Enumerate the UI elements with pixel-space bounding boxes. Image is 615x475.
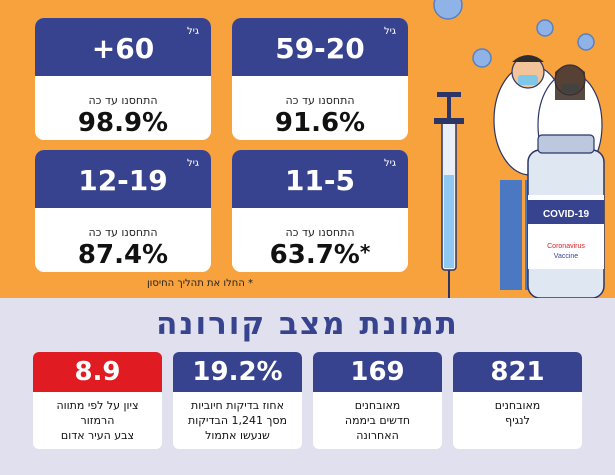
card-unit: גיל: [383, 158, 396, 169]
vial-label: COVID-19: [543, 209, 590, 220]
footnote: * החלו את תהליך החיסון: [146, 278, 254, 289]
stat-new-cases: 169 מאובחנים חדשים ביממה האחרונה: [313, 352, 442, 449]
stat-description: מאובחנים חדשים ביממה האחרונה: [344, 399, 411, 442]
asterisk: *: [359, 240, 371, 264]
card-vaccinated-label: התחסנו עד כה: [88, 226, 158, 239]
card-percent: 98.9%: [77, 108, 169, 138]
card-age: 59-20: [275, 32, 365, 65]
virus-icon: [433, 0, 595, 68]
stat-positive-rate: 19.2% אחוז בדיקות חיוביות מסך 1,241 הבדי…: [173, 352, 302, 449]
stat-value: 19.2%: [192, 357, 283, 387]
card-percent: 91.6%: [274, 108, 366, 138]
stat-description: מאובחנים לנגיף: [494, 399, 541, 427]
vial-sub2: Vaccine: [554, 253, 578, 260]
stat-value: 8.9: [74, 357, 121, 387]
stat-header: [313, 352, 442, 392]
card-unit: גיל: [186, 158, 199, 169]
card-age-5-11: גיל 11-5 התחסנו עד כה 63.7%*: [232, 150, 408, 272]
card-vaccinated-label: התחסנו עד כה: [88, 94, 158, 107]
card-age: 11-5: [284, 164, 356, 197]
stat-header: [33, 352, 162, 392]
stat-value: 169: [350, 357, 405, 387]
card-age: 12-19: [78, 164, 168, 197]
card-percent: 63.7%: [269, 240, 360, 270]
card-age-20-59: גיל 59-20 התחסנו עד כה 91.6%: [232, 18, 408, 140]
card-vaccinated-label: התחסנו עד כה: [285, 94, 355, 107]
syringe-icon: [434, 92, 464, 298]
stat-traffic-light-score: 8.9 ציון על לפי מתווה הרמזור צבע העיר אד…: [33, 352, 162, 449]
card-header: [232, 150, 408, 208]
card-age: +60: [91, 32, 155, 65]
vaccine-vial-icon: COVID-19 Coronavirus Vaccine: [527, 134, 605, 298]
stat-value: 821: [490, 357, 545, 387]
card-age-60-plus: גיל +60 התחסנו עד כה 98.9%: [35, 18, 211, 140]
card-vaccinated-label: התחסנו עד כה: [285, 226, 355, 239]
vaccination-illustration: COVID-19 Coronavirus Vaccine: [433, 0, 605, 298]
card-header: [35, 150, 211, 208]
card-percent-row: 63.7%*: [232, 240, 408, 270]
section-title: תמונת מצב קורונה: [156, 306, 459, 342]
card-header: [232, 18, 408, 76]
vial-sub1: Coronavirus: [547, 243, 585, 250]
card-header: [35, 18, 211, 76]
stat-header: [453, 352, 582, 392]
card-percent: 87.4%: [77, 240, 169, 270]
card-unit: גיל: [186, 26, 199, 37]
stat-description: ציון על לפי מתווה הרמזור צבע העיר אדום: [56, 399, 139, 442]
stat-description: אחוז בדיקות חיוביות מסך 1,241 הבדיקות שנ…: [187, 399, 288, 442]
card-unit: גיל: [383, 26, 396, 37]
stat-header: [173, 352, 302, 392]
stat-total-diagnosed: 821 מאובחנים לנגיף: [453, 352, 582, 449]
card-age-12-19: גיל 12-19 התחסנו עד כה 87.4%: [35, 150, 211, 272]
